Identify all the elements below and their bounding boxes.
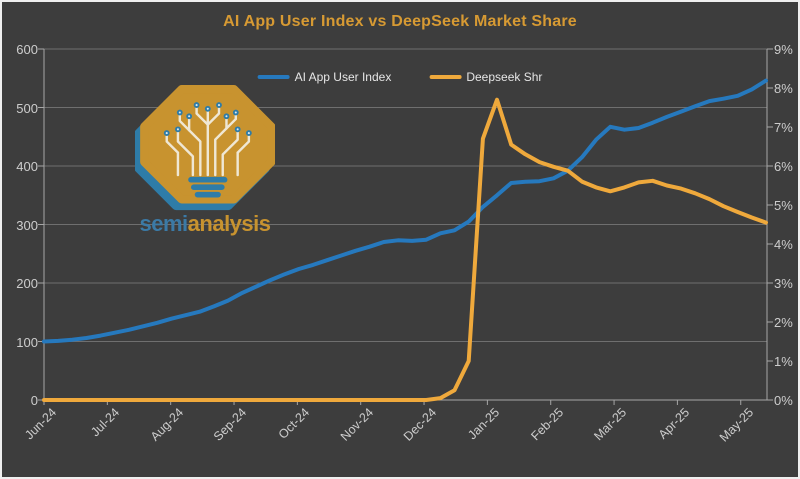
chart-legend: AI App User Index Deepseek Shr <box>257 70 542 84</box>
y-left-tick-label: 100 <box>16 334 38 350</box>
y-left-tick-label: 300 <box>16 217 38 233</box>
y-right-tick-label: 8% <box>774 81 793 96</box>
legend-swatch-blue-line <box>257 75 290 79</box>
y-right-tick-label: 4% <box>774 237 793 252</box>
semianalysis-logo <box>135 85 275 211</box>
y-right-tick-label: 7% <box>774 120 793 135</box>
logo-bulb-base-icon <box>188 176 228 198</box>
logo-circuit-dots <box>163 102 252 136</box>
brand-analysis: analysis <box>187 211 271 236</box>
y-right-tick-label: 0% <box>774 393 793 408</box>
brand-semi: semi <box>139 211 189 236</box>
y-right-tick-label: 9% <box>774 42 793 57</box>
y-right-tick-label: 5% <box>774 198 793 213</box>
legend-item-deepseek-shr: Deepseek Shr <box>429 70 542 84</box>
y-left-tick-label: 600 <box>16 42 38 57</box>
logo-brand-text: semianalysis <box>131 211 279 237</box>
y-right-tick-label: 6% <box>774 159 793 174</box>
y-right-tick-label: 1% <box>774 354 793 369</box>
y-left-tick-label: 400 <box>16 159 38 174</box>
legend-item-ai-app-user-index: AI App User Index <box>257 70 392 84</box>
y-left-tick-label: 200 <box>16 276 38 291</box>
y-left-tick-label: 500 <box>16 100 38 116</box>
series-line-ai-app-user-index <box>42 78 768 344</box>
legend-label-ai-app-user-index: AI App User Index <box>294 70 392 84</box>
y-left-tick-label: 0 <box>30 393 38 408</box>
chart-title: AI App User Index vs DeepSeek Market Sha… <box>223 13 577 30</box>
legend-swatch-orange-line <box>429 75 462 79</box>
logo-circuit-tree-icon <box>165 106 251 177</box>
y-right-tick-label: 2% <box>774 315 793 330</box>
y-right-tick-label: 3% <box>774 276 793 291</box>
legend-label-deepseek-shr: Deepseek Shr <box>466 70 543 84</box>
series-line-deepseek-shr <box>42 97 768 402</box>
